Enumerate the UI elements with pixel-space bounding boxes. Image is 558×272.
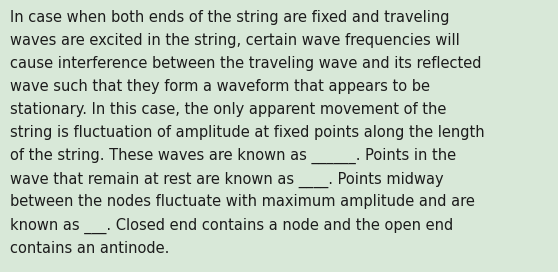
Text: wave that remain at rest are known as ____. Points midway: wave that remain at rest are known as __… [10,171,444,188]
Text: waves are excited in the string, certain wave frequencies will: waves are excited in the string, certain… [10,33,460,48]
Text: of the string. These waves are known as ______. Points in the: of the string. These waves are known as … [10,148,456,165]
Text: string is fluctuation of amplitude at fixed points along the length: string is fluctuation of amplitude at fi… [10,125,485,140]
Text: contains an antinode.: contains an antinode. [10,241,170,256]
Text: cause interference between the traveling wave and its reflected: cause interference between the traveling… [10,56,482,71]
Text: between the nodes fluctuate with maximum amplitude and are: between the nodes fluctuate with maximum… [10,194,475,209]
Text: wave such that they form a waveform that appears to be: wave such that they form a waveform that… [10,79,430,94]
Text: stationary. In this case, the only apparent movement of the: stationary. In this case, the only appar… [10,102,446,117]
Text: In case when both ends of the string are fixed and traveling: In case when both ends of the string are… [10,10,450,24]
Text: known as ___. Closed end contains a node and the open end: known as ___. Closed end contains a node… [10,218,453,234]
